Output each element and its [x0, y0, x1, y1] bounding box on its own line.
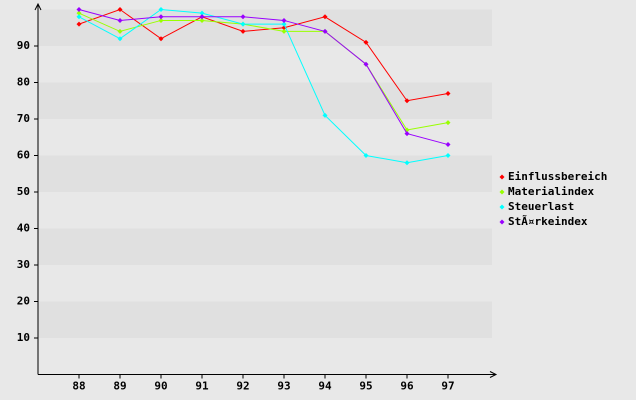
- y-tick-label: 20: [17, 295, 30, 308]
- point: [240, 21, 246, 27]
- point: [117, 28, 123, 34]
- y-axis-arrow: [34, 2, 42, 11]
- point: [322, 112, 328, 118]
- y-tick-label: 70: [17, 112, 30, 125]
- band: [38, 155, 492, 192]
- x-axis-arrow: [489, 371, 498, 378]
- point: [281, 21, 287, 27]
- point: [445, 153, 451, 158]
- point: [240, 28, 246, 34]
- legend-label: StÃ¤rkeindex: [508, 215, 588, 228]
- point: [322, 14, 328, 20]
- band: [38, 228, 492, 265]
- point: [363, 39, 369, 45]
- point: [76, 14, 82, 20]
- legend-marker: [499, 204, 505, 210]
- series-line: [78, 9, 449, 146]
- point: [404, 160, 410, 166]
- point: [117, 17, 123, 23]
- band: [38, 192, 492, 229]
- x-tick-label: 92: [236, 380, 249, 393]
- point: [76, 10, 82, 16]
- point: [158, 14, 164, 20]
- point: [404, 131, 410, 137]
- band: [38, 301, 492, 338]
- band: [38, 338, 492, 375]
- y-tick-label: 30: [17, 258, 30, 271]
- band: [38, 119, 492, 156]
- x-tick-label: 94: [318, 380, 332, 393]
- point: [76, 7, 82, 12]
- band: [38, 82, 492, 119]
- x-tick-label: 90: [154, 380, 167, 393]
- point: [445, 142, 451, 148]
- point: [281, 28, 287, 34]
- y-tick-label: 60: [17, 149, 30, 162]
- x-tick-label: 97: [441, 380, 454, 393]
- point: [158, 7, 164, 12]
- point: [281, 17, 287, 23]
- x-tick-label: 91: [195, 380, 209, 393]
- point: [445, 90, 451, 96]
- series-line: [78, 12, 449, 131]
- point: [199, 17, 205, 23]
- y-tick-label: 80: [17, 76, 30, 89]
- point: [76, 21, 82, 27]
- point: [117, 7, 123, 12]
- x-tick-label: 96: [400, 380, 414, 393]
- point: [199, 10, 205, 16]
- x-tick-label: 89: [113, 380, 126, 393]
- x-tick-label: 93: [277, 380, 290, 393]
- y-tick-label: 50: [17, 185, 30, 198]
- band: [38, 46, 492, 83]
- legend-marker: [499, 174, 505, 180]
- x-tick-label: 88: [72, 380, 85, 393]
- point: [445, 120, 451, 126]
- point: [199, 14, 205, 20]
- y-tick-label: 40: [17, 222, 30, 235]
- point: [240, 14, 246, 20]
- point: [117, 36, 123, 42]
- point: [158, 17, 164, 23]
- point: [363, 153, 369, 158]
- legend-marker: [499, 219, 505, 225]
- band: [38, 265, 492, 302]
- legend-label: Einflussbereich: [508, 170, 607, 183]
- legend-label: Steuerlast: [508, 200, 574, 213]
- point: [158, 36, 164, 42]
- series-line: [78, 8, 449, 164]
- legend-marker: [499, 189, 505, 195]
- legend-label: Materialindex: [508, 185, 594, 198]
- point: [322, 28, 328, 34]
- y-tick-label: 10: [17, 331, 30, 344]
- point: [404, 98, 410, 104]
- point: [363, 61, 369, 67]
- x-tick-label: 95: [359, 380, 372, 393]
- y-tick-label: 90: [17, 39, 30, 52]
